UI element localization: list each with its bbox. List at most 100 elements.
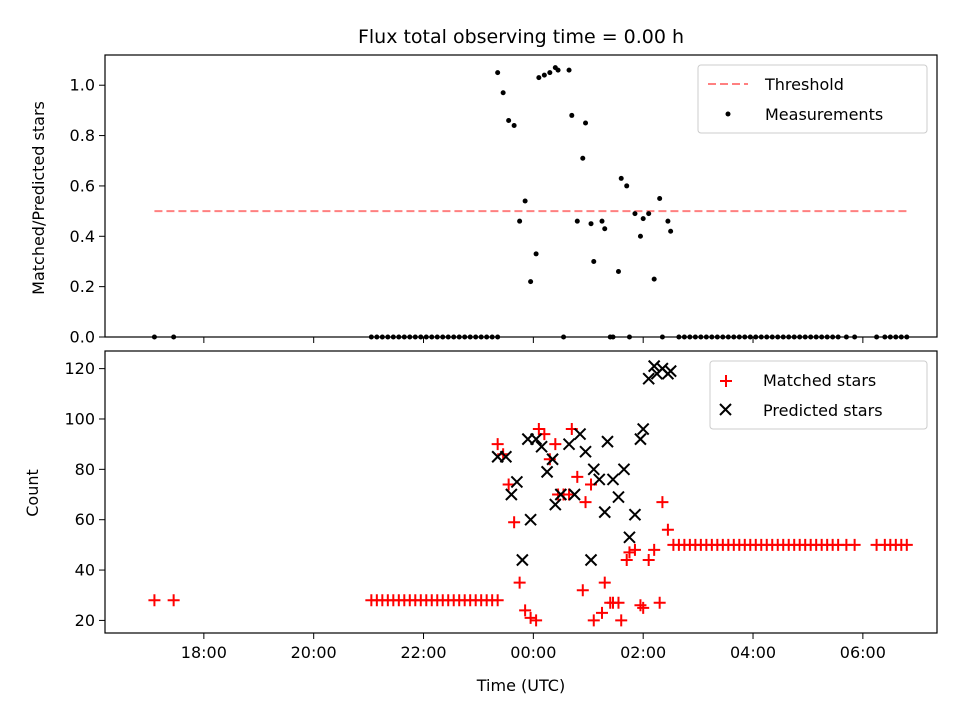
measurement-point — [668, 228, 674, 234]
predicted-point — [562, 437, 576, 451]
measurement-point — [637, 233, 643, 239]
top-axes-frame — [104, 54, 938, 338]
predicted-point — [540, 465, 554, 479]
measurement-point — [646, 211, 652, 217]
y-tick-label: 1.0 — [70, 76, 95, 95]
x-tick-label: 06:00 — [840, 643, 886, 662]
predicted-point — [529, 432, 543, 446]
matched-point — [637, 601, 650, 614]
x-tick-label: 00:00 — [510, 643, 556, 662]
y-tick-label: 40 — [75, 561, 95, 580]
predicted-point — [546, 453, 559, 466]
measurement-point — [500, 90, 506, 96]
matched-point — [661, 523, 674, 536]
measurement-point — [541, 72, 547, 78]
predicted-point — [573, 427, 587, 441]
measurement-point — [602, 226, 608, 232]
measurement-point — [615, 269, 621, 275]
matched-point — [532, 423, 545, 436]
predicted-point — [636, 422, 650, 436]
matched-point — [623, 546, 636, 559]
bottom-x-axis: 18:00 20:00 22:00 00:00 02:00 04:00 06:00 — [181, 633, 886, 662]
top-legend: Threshold Measurements — [697, 64, 928, 134]
measurement-point — [583, 120, 589, 126]
matched-point — [900, 538, 913, 551]
measurement-point — [580, 155, 586, 161]
bottom-y-axis-label: Count — [23, 469, 42, 517]
measurement-point — [640, 216, 646, 222]
x-tick-label: 20:00 — [291, 643, 337, 662]
measurement-point — [555, 67, 561, 73]
matched-point — [508, 516, 521, 529]
bottom-legend: Matched stars Predicted stars — [709, 360, 928, 430]
matched-point — [656, 496, 669, 509]
predicted-point — [535, 440, 548, 453]
x-tick-label: 18:00 — [181, 643, 227, 662]
matched-point — [579, 496, 592, 509]
measurement-point — [588, 221, 594, 227]
predicted-point — [593, 473, 606, 486]
predicted-point — [647, 359, 661, 373]
measurement-point — [495, 70, 501, 76]
matched-point — [612, 596, 625, 609]
y-tick-label: 0.4 — [70, 227, 95, 246]
matched-point — [653, 596, 666, 609]
x-tick-label: 02:00 — [620, 643, 666, 662]
measurement-point — [624, 183, 630, 189]
predicted-point — [606, 473, 620, 486]
legend-predicted-label: Predicted stars — [763, 401, 883, 420]
predicted-point — [510, 475, 524, 489]
measurement-point — [506, 117, 512, 123]
predicted-point — [612, 490, 625, 504]
legend-measurements-label: Measurements — [765, 105, 883, 124]
measurement-point — [522, 198, 528, 204]
predicted-point — [617, 463, 631, 476]
matched-point — [634, 599, 647, 612]
legend-matched-label: Matched stars — [763, 371, 876, 390]
predicted-point — [584, 553, 598, 567]
matched-point — [530, 614, 543, 627]
measurement-point — [528, 279, 534, 285]
top-legend-box — [697, 64, 928, 134]
measurement-point — [574, 218, 580, 224]
measurement-point — [566, 67, 572, 73]
predicted-point — [549, 498, 562, 511]
legend-matched-swatch — [720, 375, 732, 387]
bottom-plot-area — [148, 359, 913, 627]
measurement-point — [536, 75, 542, 81]
x-axis-label: Time (UTC) — [476, 676, 565, 695]
measurement-point — [569, 112, 575, 118]
y-tick-label: 20 — [75, 611, 95, 630]
matched-point — [598, 576, 611, 589]
y-tick-label: 0.8 — [70, 126, 95, 145]
predicted-point — [587, 463, 600, 476]
matched-point — [576, 584, 589, 597]
measurement-point — [632, 211, 638, 217]
predicted-point — [568, 488, 581, 501]
measurement-point — [591, 258, 597, 264]
predicted-point — [601, 435, 614, 448]
measurement-point — [618, 175, 624, 181]
matched-point — [571, 470, 584, 483]
predicted-point — [623, 531, 636, 544]
matched-point — [563, 488, 576, 501]
matched-point — [502, 478, 515, 491]
predicted-point — [664, 364, 677, 378]
matched-point — [620, 553, 633, 566]
measurement-point — [517, 218, 523, 224]
legend-threshold-label: Threshold — [764, 75, 844, 94]
predicted-point — [554, 488, 568, 501]
legend-predicted-swatch — [719, 403, 732, 416]
matched-point — [615, 614, 628, 627]
bottom-panel: 20 40 60 80 100 120 Count 18:00 20:00 22:00 00:0… — [23, 350, 938, 695]
matched-point — [491, 438, 504, 451]
x-tick-label: 04:00 — [730, 643, 776, 662]
top-panel: Flux total observing time = 0.00 h 0.0 0.… — [29, 26, 938, 347]
y-tick-label: 0.0 — [70, 328, 95, 347]
predicted-point — [499, 450, 513, 463]
predicted-point — [579, 445, 592, 458]
measurement-point — [599, 218, 605, 224]
x-tick-label: 22:00 — [400, 643, 446, 662]
chart-title: Flux total observing time = 0.00 h — [358, 26, 684, 48]
measurement-point — [657, 196, 663, 202]
